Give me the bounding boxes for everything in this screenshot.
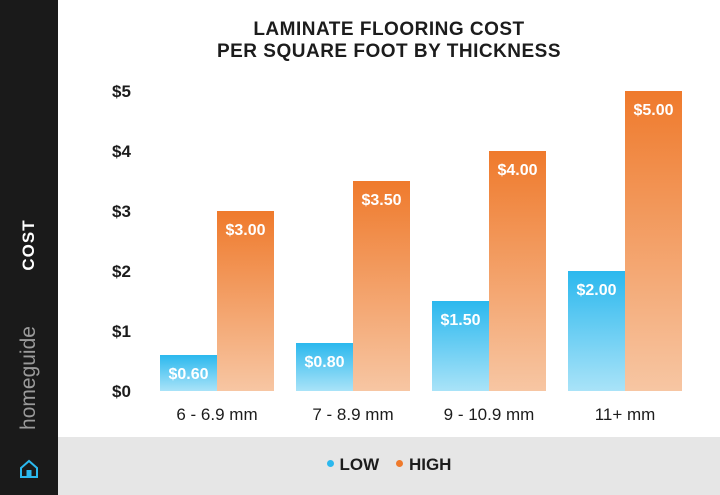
bar-low	[568, 271, 625, 391]
data-label-high: $3.50	[361, 192, 401, 209]
x-tick-label: 9 - 10.9 mm	[444, 405, 535, 424]
bar-high	[217, 211, 274, 391]
legend-dot-high	[395, 460, 403, 468]
data-label-low: $0.60	[168, 366, 208, 383]
data-label-high: $5.00	[633, 102, 673, 119]
house-icon	[20, 459, 38, 478]
y-tick-label: $4	[112, 142, 131, 161]
y-tick-label: $3	[112, 202, 131, 221]
sidebar: COST homeguide	[0, 0, 58, 495]
data-label-high: $4.00	[497, 162, 537, 179]
bar-low	[296, 343, 353, 391]
chart-title-line-1: LAMINATE FLOORING COST	[253, 19, 525, 40]
data-label-high: $3.00	[225, 222, 265, 239]
legend: LOW HIGH	[58, 455, 720, 475]
data-label-low: $0.80	[304, 354, 344, 371]
y-tick-label: $2	[112, 262, 131, 281]
x-tick-label: 11+ mm	[595, 405, 656, 424]
data-label-low: $1.50	[440, 312, 480, 329]
legend-dot-low	[326, 460, 334, 468]
bar-high	[625, 91, 682, 391]
bar-high	[353, 181, 410, 391]
legend-band: LOW HIGH	[58, 437, 720, 495]
y-tick-label: $0	[112, 382, 131, 401]
legend-label-high: HIGH	[408, 455, 452, 474]
chart-title-line-2: PER SQUARE FOOT BY THICKNESS	[216, 41, 562, 62]
bar-high	[489, 151, 546, 391]
bar-chart: $0 $1 $2 $3 $4 $5 $0.60 $3.00 6 - 6.9 mm $0.80 $3.…	[112, 82, 682, 424]
bar-low	[432, 301, 489, 391]
y-tick-label: $5	[112, 82, 131, 101]
x-tick-label: 6 - 6.9 mm	[176, 405, 257, 424]
y-tick-label: $1	[112, 322, 131, 341]
legend-item-high: HIGH	[395, 455, 452, 475]
x-tick-label: 7 - 8.9 mm	[312, 405, 393, 424]
legend-item-low: LOW	[326, 455, 380, 475]
data-label-low: $2.00	[576, 282, 616, 299]
bar-low	[160, 355, 217, 391]
legend-label-low: LOW	[339, 455, 380, 474]
